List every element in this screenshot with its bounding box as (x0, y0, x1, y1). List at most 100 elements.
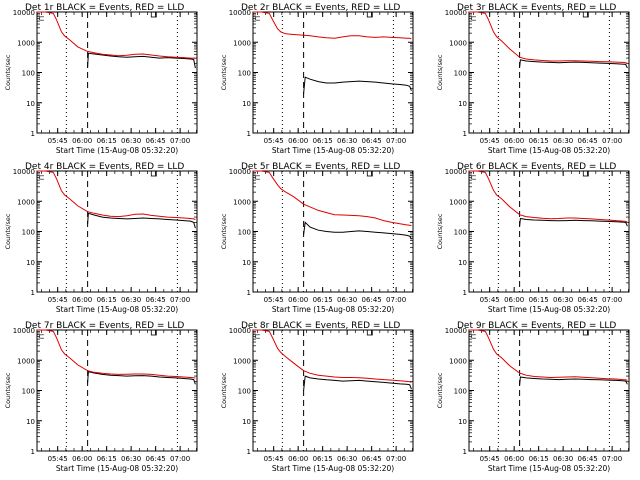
y-tick-label: 1 (247, 448, 251, 456)
series-line-events (519, 59, 628, 69)
x-tick-label: 06:00 (288, 455, 308, 463)
panel-title: Det 5r BLACK = Events, RED = LLD (241, 162, 400, 172)
x-tick-label: 06:45 (362, 455, 382, 463)
x-tick-label: 07:00 (170, 296, 190, 304)
x-tick-label: 05:45 (480, 137, 500, 145)
panel-title: Det 1r BLACK = Events, RED = LLD (25, 3, 184, 13)
x-tick-label: 06:15 (97, 455, 117, 463)
x-tick-label: 06:00 (72, 455, 92, 463)
y-tick-label: 10000 (13, 327, 35, 335)
y-tick-label: 1000 (449, 357, 467, 365)
saa-marker-icon: ⊂ (470, 332, 477, 341)
x-tick-label: 06:00 (504, 137, 524, 145)
y-tick-label: 1 (247, 130, 251, 138)
x-tick-label: 05:45 (48, 137, 68, 145)
saa-marker-icon: ⊂ (38, 173, 45, 182)
x-tick-label: 06:00 (72, 296, 92, 304)
y-tick-label: 10 (26, 418, 35, 426)
y-tick-label: 100 (454, 70, 467, 78)
panel-3: Det 3r BLACK = Events, RED = LLD 1 10 100 10… (436, 3, 630, 155)
x-tick-label: 06:45 (578, 455, 598, 463)
y-tick-label: 100 (238, 388, 251, 396)
x-tick-label: 06:30 (553, 296, 573, 304)
series-line-events (87, 370, 196, 385)
x-axis-label: Start Time (15-Aug-08 05:32:20) (56, 464, 178, 473)
x-tick-label: 05:45 (264, 137, 284, 145)
y-tick-label: 10 (458, 100, 467, 108)
x-tick-label: 06:45 (362, 296, 382, 304)
flag-marker-icon (582, 11, 589, 18)
y-tick-label: 10000 (445, 168, 467, 176)
series-line-events (303, 76, 412, 94)
series-line-lld (37, 11, 196, 59)
y-axis-label: Counts/sec (4, 372, 12, 408)
x-tick-label: 06:30 (121, 296, 141, 304)
y-tick-label: 10 (26, 259, 35, 267)
x-tick-label: 06:15 (529, 137, 549, 145)
y-tick-label: 1 (463, 289, 467, 297)
series-line-events (519, 217, 628, 227)
panel-4: Det 4r BLACK = Events, RED = LLD 1 10 100 10… (4, 162, 198, 314)
y-axis-label: Counts/sec (4, 213, 12, 249)
series-line-lld (253, 170, 412, 227)
y-tick-label: 1 (31, 448, 35, 456)
y-tick-label: 100 (22, 229, 35, 237)
flag-marker-icon (150, 11, 157, 18)
flag-marker-icon (366, 329, 373, 336)
y-axis-label: Counts/sec (220, 213, 228, 249)
x-axis-label: Start Time (15-Aug-08 05:32:20) (56, 146, 178, 155)
x-tick-label: 07:00 (386, 296, 406, 304)
y-tick-label: 100 (22, 70, 35, 78)
x-tick-label: 06:15 (97, 137, 117, 145)
flag-marker-icon (582, 329, 589, 336)
y-axis-label: Counts/sec (436, 54, 444, 90)
series-line-lld (253, 11, 412, 40)
x-axis-label: Start Time (15-Aug-08 05:32:20) (272, 464, 394, 473)
x-tick-label: 06:30 (553, 137, 573, 145)
panel-6: Det 6r BLACK = Events, RED = LLD 1 10 100 10… (436, 162, 630, 314)
panel-8: Det 8r BLACK = Events, RED = LLD 1 10 100 10… (220, 321, 414, 473)
y-tick-label: 1000 (449, 39, 467, 47)
flag-marker-icon (582, 170, 589, 177)
y-tick-label: 10 (458, 418, 467, 426)
series-line-events (87, 212, 196, 229)
y-axis-label: Counts/sec (436, 372, 444, 408)
series-line-lld (469, 329, 628, 381)
y-tick-label: 1 (247, 289, 251, 297)
x-tick-label: 05:45 (480, 296, 500, 304)
x-axis-label: Start Time (15-Aug-08 05:32:20) (56, 305, 178, 314)
x-tick-label: 06:00 (72, 137, 92, 145)
panel-title: Det 9r BLACK = Events, RED = LLD (457, 321, 616, 331)
x-tick-label: 05:45 (264, 296, 284, 304)
y-tick-label: 10 (242, 259, 251, 267)
y-tick-label: 10 (26, 100, 35, 108)
panel-title: Det 6r BLACK = Events, RED = LLD (457, 162, 616, 172)
series-line-lld (469, 170, 628, 223)
x-axis-label: Start Time (15-Aug-08 05:32:20) (488, 146, 610, 155)
x-tick-label: 06:45 (146, 296, 166, 304)
panel-9: Det 9r BLACK = Events, RED = LLD 1 10 100 10… (436, 321, 630, 473)
x-tick-label: 06:45 (362, 137, 382, 145)
x-tick-label: 06:15 (529, 455, 549, 463)
y-tick-label: 1 (463, 448, 467, 456)
saa-marker-icon: ⊂ (254, 332, 261, 341)
y-tick-label: 100 (454, 229, 467, 237)
y-tick-label: 1000 (17, 357, 35, 365)
x-tick-label: 06:00 (504, 296, 524, 304)
flag-marker-icon (150, 170, 157, 177)
y-tick-label: 10000 (13, 9, 35, 17)
series-line-events (87, 52, 196, 69)
x-tick-label: 06:30 (337, 137, 357, 145)
panel-title: Det 7r BLACK = Events, RED = LLD (25, 321, 184, 331)
flag-marker-icon (366, 170, 373, 177)
panel-title: Det 4r BLACK = Events, RED = LLD (25, 162, 184, 172)
flag-marker-icon (366, 11, 373, 18)
series-line-lld (469, 11, 628, 64)
series-line-lld (253, 329, 412, 383)
x-tick-label: 06:00 (288, 137, 308, 145)
series-line-lld (37, 170, 196, 220)
y-tick-label: 10000 (13, 168, 35, 176)
y-axis-label: Counts/sec (220, 372, 228, 408)
y-tick-label: 1000 (449, 198, 467, 206)
